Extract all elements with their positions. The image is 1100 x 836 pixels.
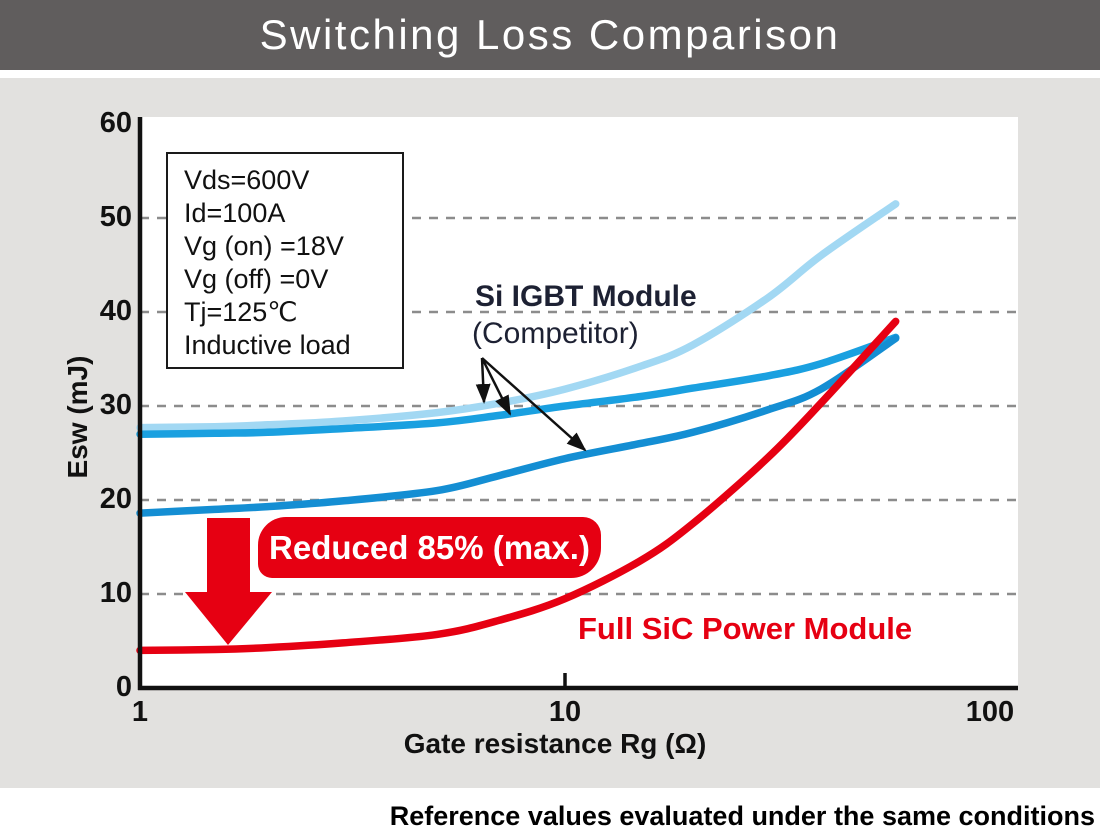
pointer-arrow-1 (480, 357, 512, 416)
reduction-arrow (185, 518, 272, 645)
curve-3 (136, 317, 900, 655)
curve-0 (136, 200, 900, 432)
curve-1 (136, 333, 900, 438)
footer-note: Reference values evaluated under the sam… (389, 801, 1095, 831)
pointer-arrow-0 (475, 357, 491, 404)
pointer-arrow-2 (481, 357, 587, 452)
page-title: Switching Loss Comparison (259, 11, 841, 58)
curve-2 (136, 334, 900, 517)
title-bar: Switching Loss Comparison (0, 0, 1100, 70)
